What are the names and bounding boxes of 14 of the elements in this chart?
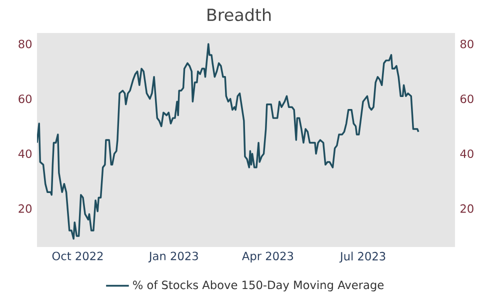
y-tick-label: 40 xyxy=(18,149,32,158)
x-tick-label: Jul 2023 xyxy=(339,252,386,263)
x-tick-label: Jan 2023 xyxy=(148,252,198,262)
y-tick-label: 20 xyxy=(18,204,32,213)
chart-title: Breadth xyxy=(208,8,271,22)
x-tick-label: Oct 2022 xyxy=(52,252,103,260)
y-tick-label: 60 xyxy=(18,94,32,104)
x-tick-label: Apr 2023 xyxy=(242,252,294,262)
y2-tick-label: 40 xyxy=(460,149,474,158)
y2-tick-label: 60 xyxy=(460,94,474,104)
y2-tick-label: 20 xyxy=(460,204,474,213)
y2-tick-label: 80 xyxy=(460,40,474,48)
y-tick-label: 80 xyxy=(18,40,32,48)
legend-label: % of Stocks Above 150-Day Moving Average xyxy=(133,280,384,292)
